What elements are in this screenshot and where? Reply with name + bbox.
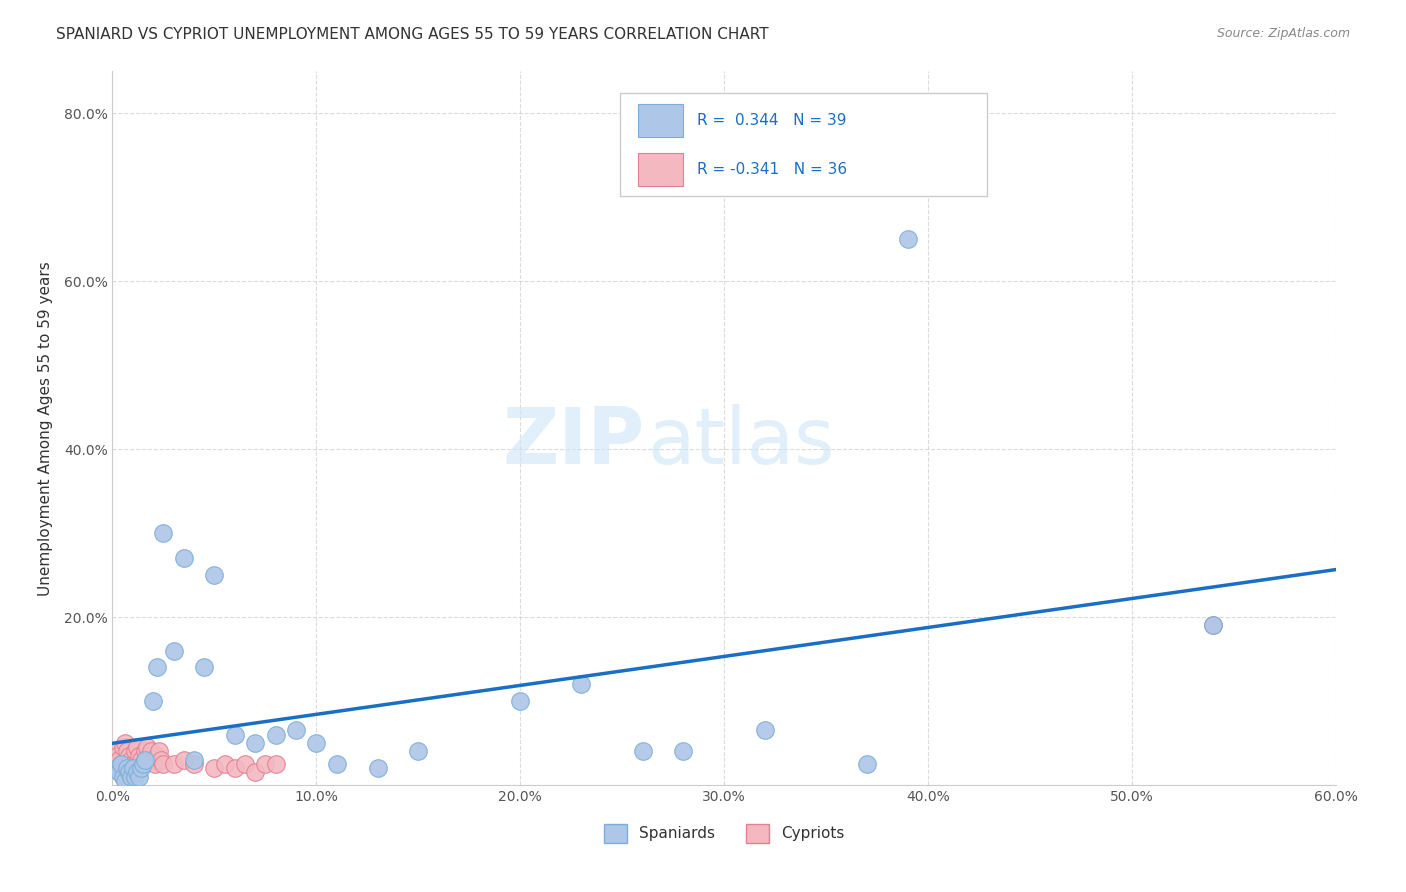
Point [754,723,776,738]
Point [183,753,205,767]
Point [148,744,170,758]
Point [245,736,267,750]
Point [129,753,152,767]
Point [129,761,152,775]
Point [114,773,136,788]
Point [128,748,150,763]
Point [111,770,134,784]
Point [224,728,246,742]
Point [141,744,163,758]
Point [103,744,125,758]
Point [125,740,148,755]
Point [115,744,138,758]
Point [120,770,142,784]
Point [122,756,145,771]
Point [152,526,174,541]
Text: atlas: atlas [647,404,835,481]
Point [125,765,148,780]
Point [193,660,215,674]
Point [138,748,160,763]
Point [150,753,173,767]
Point [509,694,531,708]
Point [132,756,155,771]
Point [173,753,195,767]
Point [163,643,186,657]
Point [107,765,129,780]
Point [204,568,226,582]
Point [264,756,287,771]
Point [110,756,132,771]
Text: SPANIARD VS CYPRIOT UNEMPLOYMENT AMONG AGES 55 TO 59 YEARS CORRELATION CHART: SPANIARD VS CYPRIOT UNEMPLOYMENT AMONG A… [56,27,769,42]
Point [136,740,159,755]
Point [233,756,256,771]
Text: Source: ZipAtlas.com: Source: ZipAtlas.com [1216,27,1350,40]
Point [163,756,186,771]
Point [124,744,146,758]
Point [107,753,129,767]
Point [173,551,195,566]
Point [134,753,156,767]
Point [631,744,654,758]
Point [134,744,156,758]
Point [855,756,877,771]
Point [118,765,141,780]
Point [114,736,136,750]
Point [408,744,430,758]
Point [146,748,169,763]
Point [105,748,128,763]
Point [571,677,593,691]
Point [214,756,236,771]
Legend: Spaniards, Cypriots: Spaniards, Cypriots [598,818,851,848]
Point [245,765,267,780]
Point [111,740,134,755]
Point [124,770,146,784]
Point [142,753,165,767]
Y-axis label: Unemployment Among Ages 55 to 59 years: Unemployment Among Ages 55 to 59 years [38,260,52,596]
Point [897,232,920,246]
Point [105,761,128,775]
Point [672,744,695,758]
Text: ZIP: ZIP [502,404,644,481]
Point [366,761,388,775]
Point [118,748,141,763]
Point [264,728,287,742]
Point [110,756,132,771]
Point [1202,618,1225,632]
Point [254,756,277,771]
Point [120,753,142,767]
Point [1202,618,1225,632]
Point [115,761,138,775]
Point [183,756,205,771]
Point [305,736,328,750]
Point [143,756,166,771]
Point [224,761,246,775]
Point [326,756,349,771]
Point [142,694,165,708]
Point [128,770,150,784]
Point [152,756,174,771]
Point [132,756,155,771]
Point [204,761,226,775]
Point [122,761,145,775]
Point [284,723,308,738]
Point [146,660,169,674]
